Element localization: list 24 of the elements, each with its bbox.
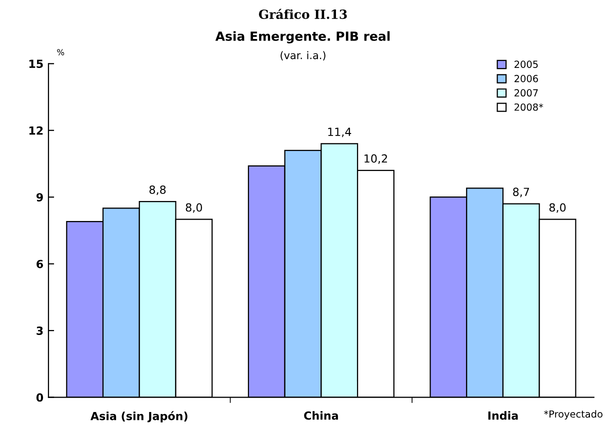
x-tick-label: China xyxy=(304,411,338,420)
data-label: 8,0 xyxy=(186,203,202,213)
data-label: 8,8 xyxy=(149,185,166,195)
y-tick-label: 9 xyxy=(36,193,43,202)
chart-subtitle: Asia Emergente. PIB real xyxy=(215,31,390,44)
x-tick-label: India xyxy=(488,411,518,420)
data-label: 8,0 xyxy=(549,203,566,213)
y-tick-label: 3 xyxy=(36,326,43,335)
y-tick-label: 6 xyxy=(36,260,44,268)
legend-label: 2008* xyxy=(514,103,544,111)
data-label: 11,4 xyxy=(328,128,352,138)
data-label: 10,2 xyxy=(364,154,387,164)
chart-title: Gráfico II.13 xyxy=(258,8,347,19)
data-label: 8,7 xyxy=(513,188,530,198)
y-tick-label: 0 xyxy=(36,393,44,402)
legend-label: 2007 xyxy=(514,89,538,97)
legend-label: 2006 xyxy=(514,74,538,82)
y-axis-title: % xyxy=(57,49,64,56)
text: *Proyectado xyxy=(544,410,602,420)
y-tick-label: 15 xyxy=(29,60,43,68)
x-tick-label: Asia (sin Japón) xyxy=(90,411,188,422)
y-tick-label: 12 xyxy=(29,126,43,135)
text: (var. i.a.) xyxy=(280,51,326,60)
legend-label: 2005 xyxy=(514,60,538,68)
